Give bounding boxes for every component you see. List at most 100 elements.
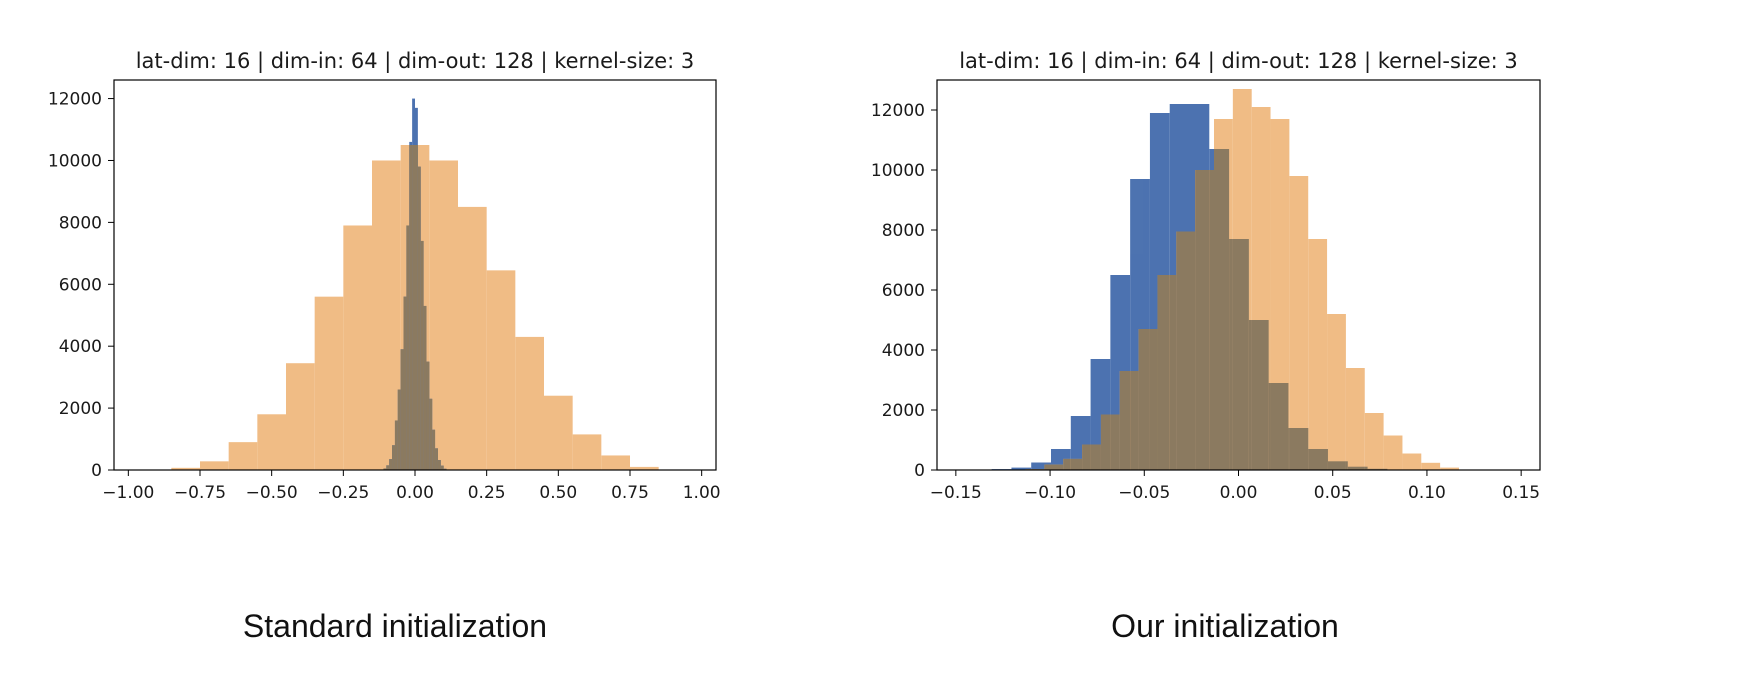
chart-title: lat-dim: 16 | dim-in: 64 | dim-out: 128 … [136,49,695,74]
x-tick-label: −0.10 [1024,483,1076,503]
overlap-bar [1232,239,1249,470]
overlap-bar [1308,449,1328,470]
y-tick-label: 10000 [48,151,102,171]
overlap-bar [435,448,438,470]
x-tick-label: 0.15 [1502,483,1540,503]
overlap-bar [1090,444,1101,470]
bar [1440,467,1459,470]
bar [1383,435,1403,470]
bar [1308,239,1328,470]
bar [1345,368,1365,470]
x-axis: −1.00 −0.75 −0.50 −0.25 0.00 0.25 0.50 0.75 1.00 [102,470,721,503]
overlap-bar [423,305,427,470]
overlap-bar [1070,458,1083,470]
x-tick-label: −0.25 [317,483,369,503]
x-tick-label: −0.05 [1118,483,1170,503]
y-tick-label: 0 [91,461,102,481]
overlap-bar [406,225,410,470]
bar [286,363,315,470]
y-tick-label: 8000 [59,213,102,233]
bar [1421,462,1441,470]
y-tick-label: 8000 [882,221,925,241]
overlap-bar [1209,170,1215,470]
histogram-standard: lat-dim: 16 | dim-in: 64 | dim-out: 128 … [48,49,721,503]
bar [372,160,401,470]
overlap-bar [394,420,398,470]
overlap-bar [400,349,404,470]
overlap-bar [1189,231,1196,470]
overlap-bar [1130,371,1139,470]
overlap-bar [1157,275,1170,470]
y-tick-label: 12000 [871,101,925,121]
y-tick-label: 6000 [59,275,102,295]
y-tick-label: 10000 [871,161,925,181]
overlap-bar [1138,329,1150,470]
bar [601,455,630,470]
overlap-bar [1251,320,1269,470]
bar [171,467,200,470]
overlap-bar [440,465,444,470]
x-axis: −0.15 −0.10 −0.05 0.00 0.05 0.10 0.15 [930,470,1540,503]
x-tick-label: −1.00 [102,483,154,503]
overlap-bar [1176,231,1190,470]
overlap-bar [389,459,393,470]
y-tick-label: 2000 [59,399,102,419]
bar [515,336,544,470]
overlap-region [1025,149,1459,470]
bar [343,225,372,470]
chart-panel-ours: lat-dim: 16 | dim-in: 64 | dim-out: 128 … [870,0,1740,565]
overlap-bar [409,145,413,470]
y-tick-label: 2000 [882,401,925,421]
overlap-bar [1044,464,1052,470]
overlap-bar [412,145,415,470]
overlap-bar [1149,329,1158,470]
overlap-bar [1248,320,1252,470]
overlap-bar [1268,383,1271,470]
y-axis: 0 2000 4000 6000 8000 10000 12000 [871,101,937,481]
y-tick-label: 12000 [48,90,102,110]
x-tick-label: −0.50 [246,483,298,503]
overlap-bar [1270,383,1289,470]
overlap-bar [1169,275,1177,470]
y-tick-label: 6000 [882,281,925,301]
overlap-bar [1110,414,1120,470]
x-tick-label: 0.75 [611,483,649,503]
overlap-bar [417,166,421,470]
histogram-ours: lat-dim: 16 | dim-in: 64 | dim-out: 128 … [871,49,1541,503]
bar [1270,119,1290,470]
overlap-bar [420,240,424,470]
y-axis: 0 2000 4000 6000 8000 10000 12000 [48,90,114,481]
caption-standard: Standard initialization [242,608,548,644]
overlap-bar [1288,428,1290,470]
chart-panel-standard: lat-dim: 16 | dim-in: 64 | dim-out: 128 … [0,0,860,565]
bar [1364,413,1384,470]
overlap-bar [415,145,418,470]
x-tick-label: −0.15 [930,483,982,503]
bar [1031,462,1052,470]
overlap-bar [443,468,447,470]
overlap-bar [1100,414,1111,470]
x-tick-label: 0.25 [468,483,506,503]
overlap-bar [437,460,441,470]
overlap-bar [403,296,407,470]
overlap-bar [1214,149,1230,470]
overlap-bar [1328,461,1346,470]
x-tick-label: 0.00 [1220,483,1258,503]
overlap-bar [1063,458,1071,470]
overlap-region [383,145,447,470]
overlap-bar [426,361,430,470]
bar [429,160,458,470]
bar [630,466,659,470]
x-tick-label: 1.00 [683,483,721,503]
overlap-bar [432,429,436,470]
chart-title: lat-dim: 16 | dim-in: 64 | dim-out: 128 … [959,49,1518,74]
overlap-bar [1347,466,1365,470]
bar [1327,314,1346,470]
x-tick-label: 0.10 [1408,483,1446,503]
overlap-bar [1082,444,1091,470]
overlap-bar [1195,170,1210,470]
y-tick-label: 4000 [59,337,102,357]
overlap-bar [386,465,390,470]
bar [544,395,573,470]
x-tick-label: 0.00 [396,483,434,503]
